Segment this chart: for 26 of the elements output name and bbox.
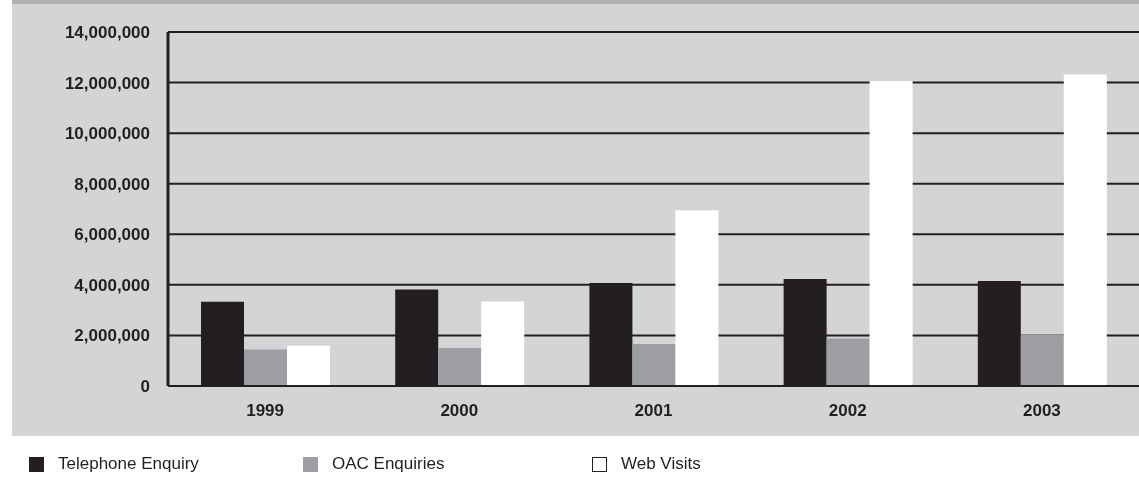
bar — [244, 349, 288, 386]
x-tick-label: 2001 — [634, 401, 673, 421]
y-tick-label: 4,000,000 — [74, 275, 150, 295]
bar — [869, 81, 913, 386]
y-tick-label: 10,000,000 — [64, 124, 150, 144]
y-tick-label: 6,000,000 — [74, 225, 150, 245]
bar — [826, 338, 870, 386]
bar — [1063, 74, 1107, 386]
bar — [675, 210, 719, 386]
bar — [632, 344, 676, 386]
bar — [1020, 334, 1064, 386]
y-tick-label: 12,000,000 — [64, 73, 150, 93]
legend-label: Telephone Enquiry — [58, 454, 199, 474]
x-tick-label: 2000 — [440, 401, 479, 421]
x-tick-label: 2002 — [828, 401, 867, 421]
x-tick-label: 2003 — [1022, 401, 1061, 421]
legend-label: Web Visits — [621, 454, 701, 474]
x-tick-label: 1999 — [246, 401, 285, 421]
y-tick-label: 8,000,000 — [74, 174, 150, 194]
legend-label: OAC Enquiries — [332, 454, 445, 474]
y-tick-label: 14,000,000 — [64, 23, 150, 43]
bar — [481, 301, 525, 386]
bar — [287, 345, 331, 386]
bar — [438, 348, 482, 386]
y-tick-label: 0 — [140, 377, 150, 397]
y-tick-label: 2,000,000 — [74, 326, 150, 346]
